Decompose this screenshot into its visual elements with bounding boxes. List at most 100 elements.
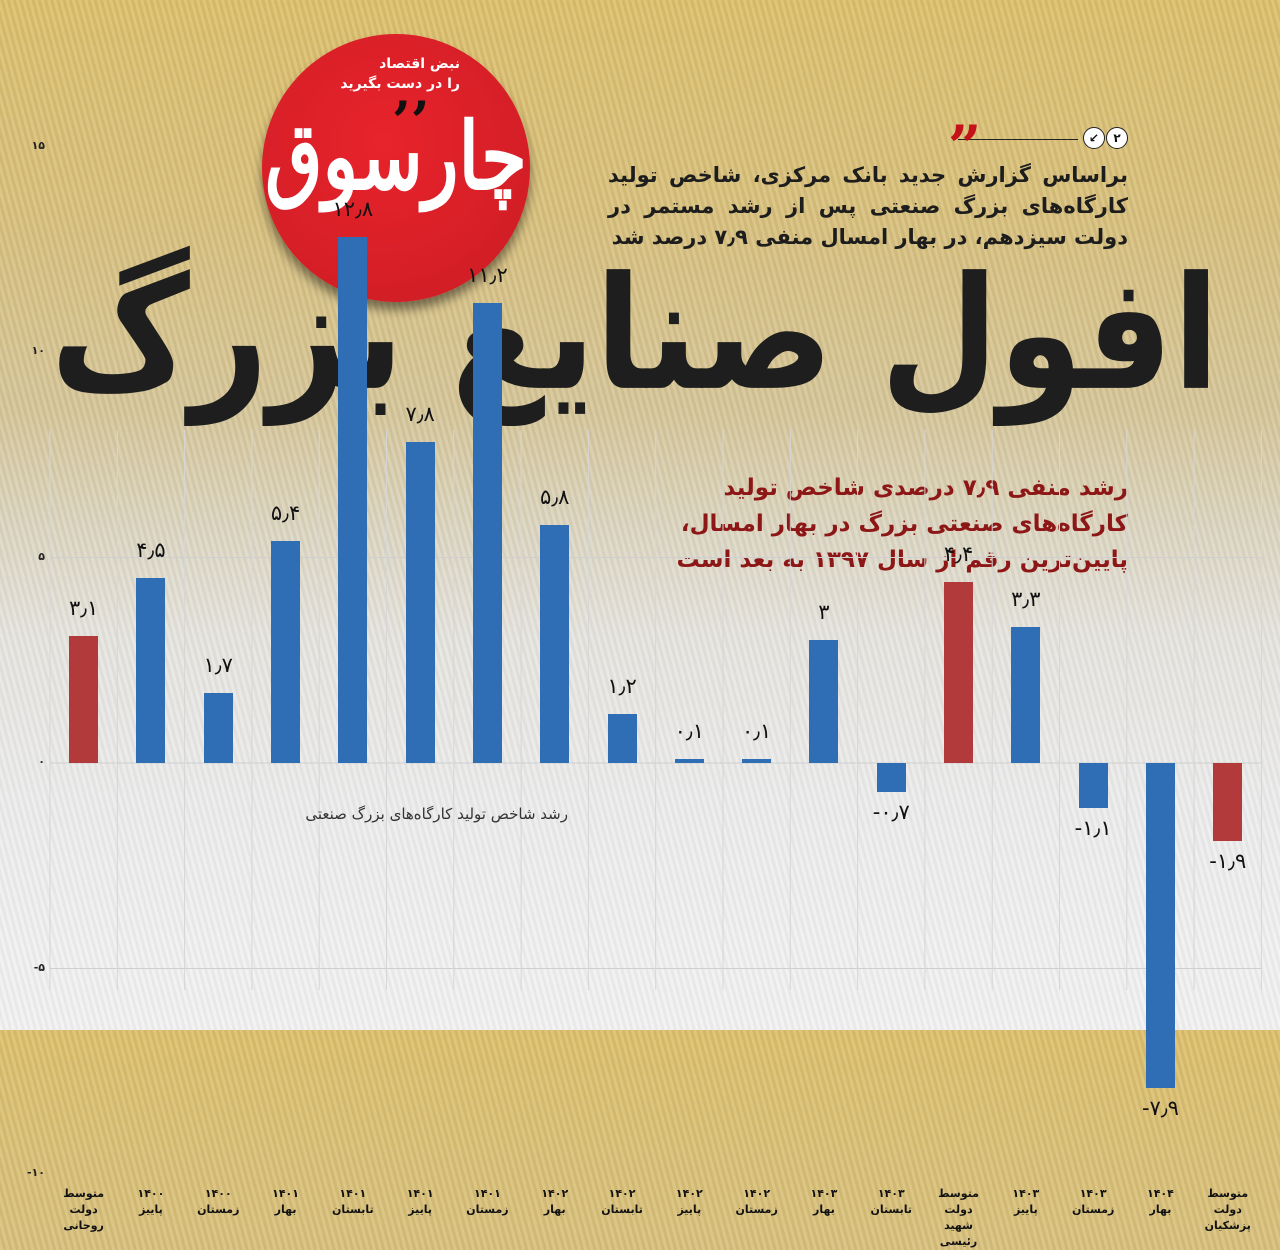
arrow-down-left-icon: ↙ [1083,127,1105,149]
logo-tagline: نبض اقتصاد را در دست بگیرید [340,54,460,94]
bar [472,302,502,763]
category-label-line: تابستان [870,1203,913,1216]
bar-value-label: ۳ [818,599,830,624]
x-axis-category: ۱۴۰۱ زمستان [452,1186,522,1218]
category-label-line: متوسط [1207,1187,1249,1200]
bar-value-label: -۱٫۹ [1209,849,1247,874]
bar [809,639,839,763]
bar [1078,763,1108,809]
category-label-line: پاییز [139,1203,163,1216]
x-axis-category: ۱۴۰۲ تابستان [587,1186,657,1218]
bar [944,582,974,763]
bar-value-label: ۳٫۳ [1011,587,1041,612]
x-axis-category: متوسط دولت شهید رئیسی [924,1186,994,1250]
bar [540,524,570,763]
x-axis-category: ۱۴۰۰ زمستان [183,1186,253,1218]
category-label-line: ۱۴۰۰ [204,1187,232,1200]
category-label-line: دولت پزشکیان [1204,1203,1251,1232]
lead-paragraph: براساس گزارش جدید بانک مرکزی، شاخص تولید… [608,163,1128,249]
category-label-line: ۱۴۰۱ [272,1187,299,1200]
x-axis-category: ۱۴۰۰ پاییز [116,1186,186,1218]
category-label-line: تابستان [332,1203,374,1216]
brand-logo: نبض اقتصاد را در دست بگیرید ’’ چارسوق [262,34,530,302]
bar [338,236,368,763]
page-indicator: ↙ ۲ [958,127,1128,149]
y-axis-tick: ۱۰ [31,344,45,357]
bar-value-label: ۴٫۵ [136,538,166,563]
page-title: افول صنایع بزرگ [50,244,1220,426]
bar-value-label: ۴٫۴ [943,542,974,567]
bar-value-label: -۱٫۱ [1074,816,1112,841]
bar-value-label: -۰٫۷ [872,799,910,824]
category-label-line: ۱۴۰۲ [675,1187,703,1200]
tagline-line-2: را در دست بگیرید [340,76,460,92]
y-axis-tick: ۰ [38,755,45,768]
bar-value-label: ۰٫۱ [741,718,772,743]
bar-value-label: ۱٫۲ [607,673,637,698]
bar-value-label: ۷٫۸ [405,402,435,427]
tagline-line-1: نبض اقتصاد [379,56,460,72]
x-axis-category: ۱۴۰۲ بهار [520,1186,590,1218]
x-axis-category: ۱۴۰۱ بهار [251,1186,321,1218]
category-label-line: بهار [813,1203,835,1216]
category-label-line: تابستان [601,1203,643,1216]
bar-value-label: ۳٫۱ [68,595,99,620]
bar-value-label: ۱٫۷ [203,653,233,678]
brand-name: چارسوق [265,103,527,211]
bar [1145,763,1175,1088]
bar-value-label: ۵٫۸ [540,484,570,509]
quote-mark-icon: ” [948,113,982,181]
category-label-line: پاییز [408,1203,432,1216]
category-label-line: ۱۴۰۲ [608,1187,636,1200]
y-axis-tick: ۱۵ [31,138,45,152]
category-label-line: ۱۴۰۳ [1012,1187,1040,1200]
category-label-line: پاییز [677,1203,702,1216]
category-label-line: زمستان [735,1203,778,1216]
category-label-line: متوسط [63,1187,105,1200]
x-axis-category: ۱۴۰۱ پاییز [385,1186,455,1218]
category-label-line: پاییز [1013,1203,1038,1216]
bar-value-label: ۱۱٫۲ [467,262,508,287]
category-label-line: ۱۴۰۱ [339,1187,367,1200]
category-label-line: زمستان [466,1203,509,1216]
bar [203,693,233,763]
bar [136,578,166,763]
bar-value-label: ۵٫۴ [270,501,301,526]
bar-chart: رشد شاخص تولید کارگاه‌های بزرگ صنعتی ۱۵ ۱… [0,139,1280,1248]
category-label-line: متوسط دولت [938,1187,979,1216]
x-axis-category: ۱۴۰۳ پاییز [991,1186,1061,1218]
pager-divider-line [958,139,1078,140]
x-axis-category: ۱۴۰۳ تابستان [856,1186,926,1218]
y-axis-tick: -۵ [33,960,45,974]
x-axis-category: ۱۴۰۱ تابستان [318,1186,388,1218]
y-axis-tick: -۱۰ [27,1166,45,1179]
category-label-line: ۱۴۰۱ [406,1187,434,1200]
category-label-line: ۱۴۰۱ [474,1187,501,1200]
bar-value-label: ۱۲٫۸ [332,196,374,221]
bar [405,442,435,763]
bar [1011,627,1041,763]
category-label-line: ۱۴۰۰ [137,1187,165,1200]
category-label-line: ۱۴۰۲ [743,1187,771,1200]
category-label-line: زمستان [1071,1203,1115,1216]
page-number: ۲ [1106,127,1128,149]
category-label-line: ۱۴۰۴ [1147,1187,1174,1200]
y-axis-tick: ۵ [38,549,45,563]
category-label-line: بهار [274,1203,297,1216]
bar-value-label: -۷٫۹ [1141,1095,1179,1120]
x-axis-category: متوسط دولت پزشکیان [1193,1186,1263,1234]
category-label-line: دولت روحانی [63,1203,104,1232]
category-label-line: ۱۴۰۳ [1079,1187,1107,1200]
bar [271,541,301,763]
bar [607,713,637,763]
category-label-line: زمستان [197,1203,240,1216]
category-label-line: بهار [1149,1203,1172,1216]
brand-quote-mark-icon: ’’ [392,89,430,153]
x-axis-category: ۱۴۰۲ زمستان [722,1186,792,1218]
bar [674,758,704,763]
category-label-line: ۱۴۰۳ [810,1187,838,1200]
x-axis-category: ۱۴۰۲ پاییز [654,1186,724,1218]
bar-value-label: ۰٫۱ [674,718,705,743]
category-label-line: شهید رئیسی [939,1219,978,1248]
category-label-line: بهار [543,1203,566,1216]
